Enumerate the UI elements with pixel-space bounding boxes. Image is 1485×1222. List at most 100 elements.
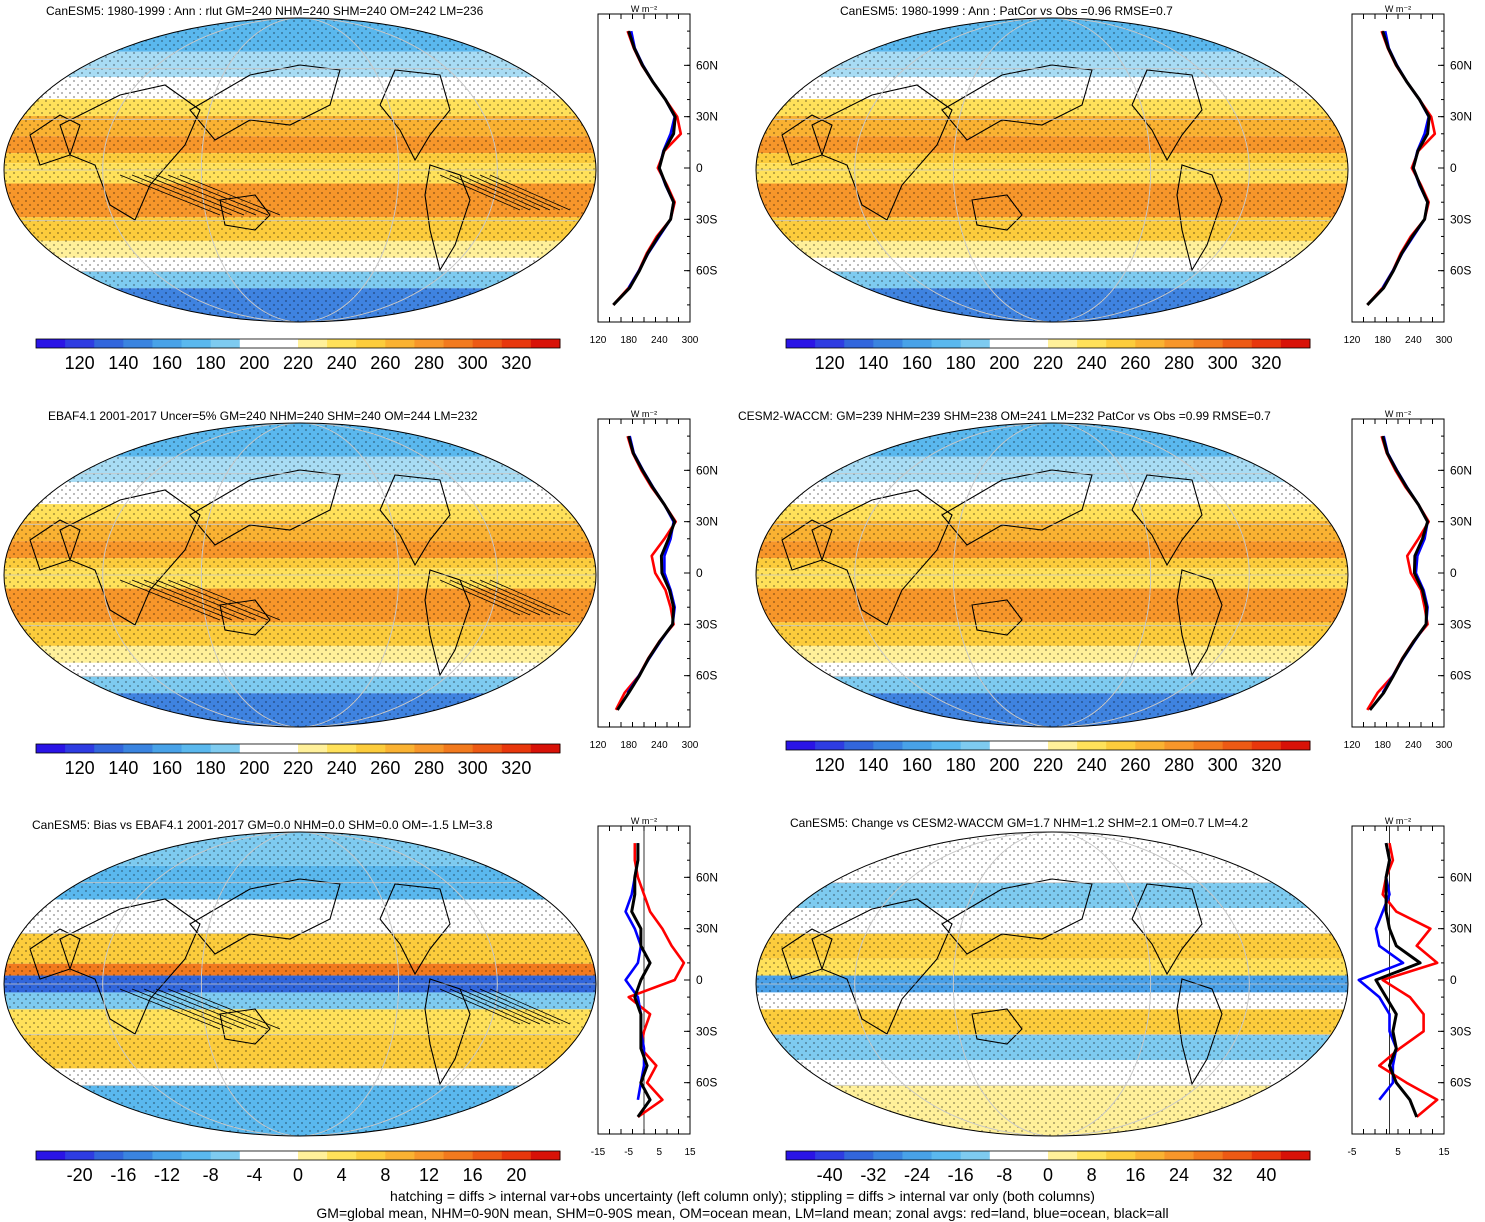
colorbar-swatch — [65, 744, 95, 753]
world-map — [3, 831, 597, 1137]
coastline — [59, 898, 201, 1035]
colorbar-label: 4 — [337, 1165, 347, 1185]
zonal-xlabel: 180 — [1374, 335, 1391, 346]
colorbar-swatch — [786, 741, 816, 750]
coastline — [424, 978, 471, 1086]
colorbar-frame — [785, 740, 1311, 751]
zonal-ylabel: 60S — [1450, 264, 1471, 278]
zonal-xlabel: 240 — [1405, 740, 1422, 751]
colorbar-swatch — [327, 744, 357, 753]
zonal-xlabel: 5 — [1395, 1147, 1401, 1158]
colorbar-label: 8 — [1087, 1165, 1097, 1185]
colorbar-label: 0 — [293, 1165, 303, 1185]
colorbar-swatch — [1106, 339, 1136, 348]
zonal-ylabel: 0 — [1450, 973, 1457, 987]
colorbar-swatch — [1164, 339, 1195, 348]
colorbar-label: -24 — [904, 1165, 930, 1185]
colorbar-swatch — [1193, 339, 1224, 348]
zonal-xlabel: 300 — [1436, 740, 1453, 751]
graticule-meridian — [102, 832, 498, 1136]
footer-note-1: hatching = diffs > internal var+obs unce… — [390, 1188, 1095, 1204]
zonal-xlabel: 180 — [620, 335, 637, 346]
colorbar-swatch — [902, 339, 933, 348]
zonal-xlabel: 240 — [1405, 335, 1422, 346]
zonal-unit-label: W m⁻² — [631, 4, 657, 14]
map-border — [3, 17, 597, 323]
colorbar-swatch — [1018, 741, 1049, 750]
zonal-line-all — [1374, 842, 1422, 1118]
zonal-frame — [1351, 13, 1445, 323]
colorbar-swatch — [94, 744, 124, 753]
colorbar-swatch — [1135, 1151, 1165, 1160]
colorbar-label: 220 — [283, 758, 313, 778]
hatching — [155, 579, 257, 621]
panel-p3: EBAF4.1 2001-2017 Uncer=5% GM=240 NHM=24… — [0, 405, 740, 805]
hatching — [131, 988, 233, 1030]
colorbar-swatch — [385, 1151, 415, 1160]
colorbar-swatch — [210, 744, 241, 753]
zonal-xlabel: 180 — [620, 740, 637, 751]
coastline — [379, 69, 451, 162]
hatching — [449, 988, 531, 1025]
zonal-ylabel: 30N — [1450, 922, 1472, 936]
zonal-ylabel: 60S — [1450, 669, 1471, 683]
colorbar-swatch — [239, 1151, 270, 1160]
hatching — [155, 174, 257, 216]
colorbar-label: 180 — [196, 758, 226, 778]
colorbar-swatch — [1164, 741, 1195, 750]
colorbar-swatch — [1077, 1151, 1107, 1160]
graticule-meridian — [854, 832, 1250, 1136]
world-map — [3, 422, 597, 728]
zonal-ylabel: 30S — [1450, 617, 1471, 631]
colorbar-swatch — [1048, 741, 1078, 750]
hatching — [489, 579, 571, 616]
colorbar-swatch — [36, 744, 66, 753]
map-border — [755, 17, 1349, 323]
colorbar-swatch — [268, 1151, 299, 1160]
map-border — [3, 831, 597, 1137]
zonal-line-all — [1366, 30, 1431, 306]
zonal-xlabel: 5 — [657, 1147, 663, 1158]
colorbar-swatch — [239, 339, 270, 348]
colorbar-swatch — [1106, 741, 1136, 750]
graticule-meridian — [102, 18, 498, 322]
colorbar-label: 12 — [419, 1165, 439, 1185]
zonal-line-ocean — [1357, 842, 1405, 1101]
colorbar-swatch — [1018, 1151, 1049, 1160]
colorbar-swatch — [501, 339, 532, 348]
zonal-ylabel: 60N — [1450, 58, 1472, 72]
colorbar-swatch — [443, 339, 474, 348]
coastline — [29, 519, 81, 571]
zonal-ylabel: 30S — [696, 617, 717, 631]
panel-p2: CanESM5: 1980-1999 : Ann : PatCor vs Obs… — [752, 0, 1485, 400]
zonal-frame — [1351, 825, 1445, 1135]
hatching — [469, 988, 551, 1025]
colorbar-swatch — [1193, 1151, 1224, 1160]
colorbar-swatch — [181, 744, 212, 753]
hatching — [479, 988, 561, 1025]
colorbar-label: 220 — [1033, 755, 1063, 775]
footer-note-2: GM=global mean, NHM=0-90N mean, SHM=0-90… — [316, 1205, 1169, 1221]
coastline — [424, 164, 471, 272]
colorbar-swatch — [931, 1151, 962, 1160]
colorbar-swatch — [931, 741, 962, 750]
colorbar-swatch — [530, 339, 561, 348]
map-border — [3, 422, 597, 728]
coastline — [1176, 164, 1223, 272]
zonal-xlabel: -5 — [1348, 1147, 1357, 1158]
hatching — [469, 174, 551, 211]
map-field — [756, 18, 1348, 322]
colorbar-label: 140 — [858, 755, 888, 775]
colorbar-label: 24 — [1169, 1165, 1189, 1185]
colorbar-label: -40 — [817, 1165, 843, 1185]
coastline — [29, 114, 81, 166]
panel-title: CanESM5: 1980-1999 : Ann : PatCor vs Obs… — [840, 4, 1173, 18]
zonal-frame — [1351, 418, 1445, 728]
zonal-line-all — [630, 843, 652, 1118]
zonal-xlabel: -15 — [591, 1147, 606, 1158]
colorbar-swatch — [1280, 1151, 1311, 1160]
colorbar-swatch — [1106, 1151, 1136, 1160]
colorbar-swatch — [989, 1151, 1020, 1160]
colorbar-swatch — [152, 1151, 183, 1160]
zonal-line-all — [1368, 435, 1430, 711]
